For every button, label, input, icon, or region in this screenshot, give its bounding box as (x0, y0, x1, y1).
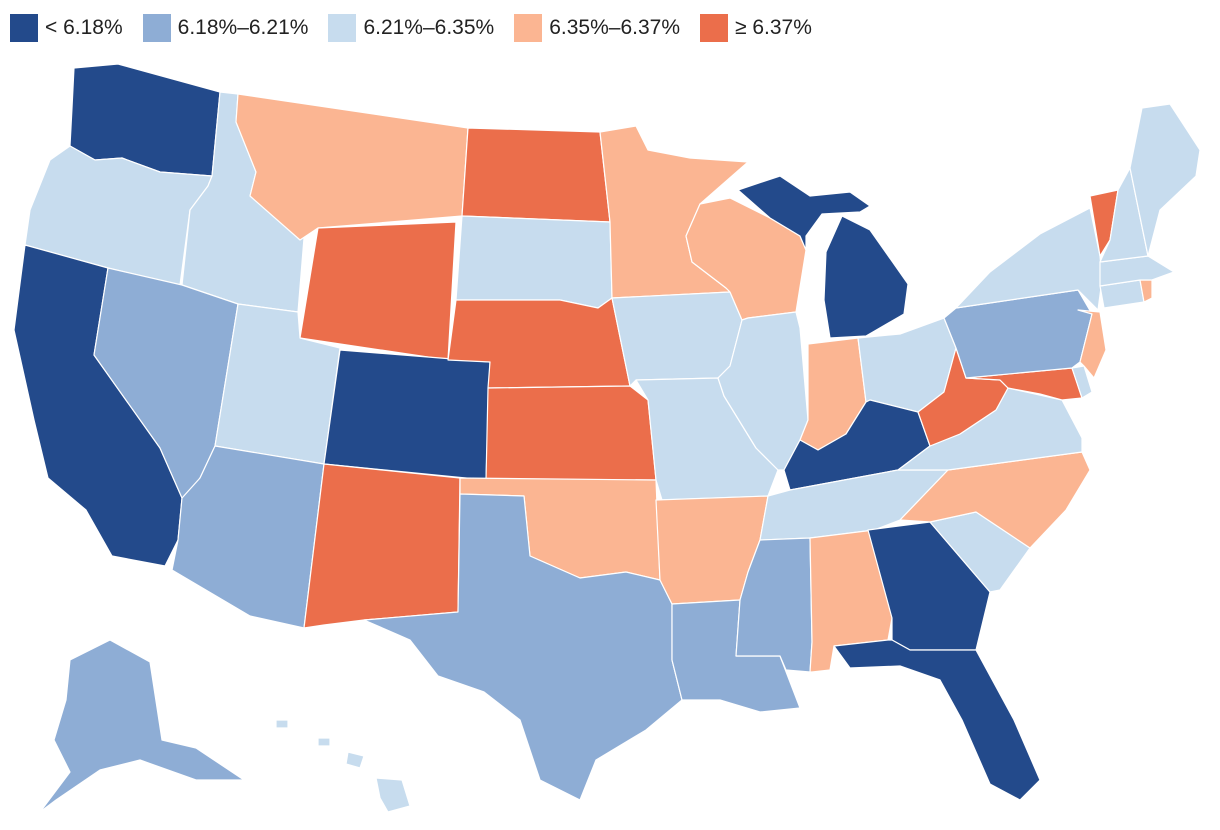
legend-swatch-618-621 (142, 14, 171, 42)
legend-label-ge637: ≥ 6.37% (735, 16, 812, 39)
state-SD[interactable] (455, 215, 613, 309)
state-NM[interactable] (303, 463, 461, 629)
state-CO[interactable] (323, 349, 491, 481)
state-MI[interactable] (737, 175, 909, 339)
legend-swatch-621-635 (328, 14, 357, 42)
legend-label-621-635: 6.21%–6.35% (363, 16, 495, 39)
legend-swatch-ge637 (700, 14, 728, 42)
state-NJ[interactable] (1077, 309, 1107, 379)
legend-label-lt618: < 6.18% (45, 16, 123, 39)
state-FL[interactable] (833, 639, 1041, 801)
state-KS[interactable] (485, 385, 657, 481)
legend-item-lt618[interactable]: < 6.18% (10, 14, 123, 42)
legend-label-635-637: 6.35%–6.37% (549, 16, 680, 39)
legend: < 6.18% 6.18%–6.21% 6.21%–6.35% 6.35%–6.… (10, 12, 832, 44)
legend-item-621-635[interactable]: 6.21%–6.35% (328, 14, 494, 42)
state-ND[interactable] (461, 127, 611, 223)
state-DE[interactable] (1071, 365, 1093, 399)
state-WY[interactable] (299, 221, 457, 361)
state-ME[interactable] (1129, 103, 1201, 257)
state-IA[interactable] (611, 291, 743, 387)
legend-swatch-lt618 (10, 14, 38, 42)
legend-label-618-621: 6.18%–6.21% (177, 16, 309, 39)
legend-item-618-621[interactable]: 6.18%–6.21% (142, 14, 309, 42)
legend-swatch-635-637 (514, 14, 543, 42)
state-AK[interactable] (39, 639, 245, 813)
states-layer (13, 63, 1201, 813)
state-HI[interactable] (275, 719, 411, 813)
legend-item-ge637[interactable]: ≥ 6.37% (700, 14, 812, 42)
state-IL[interactable] (717, 311, 809, 471)
state-NH[interactable] (1099, 167, 1149, 263)
state-TX[interactable] (363, 493, 683, 801)
legend-item-635-637[interactable]: 6.35%–6.37% (514, 14, 680, 42)
